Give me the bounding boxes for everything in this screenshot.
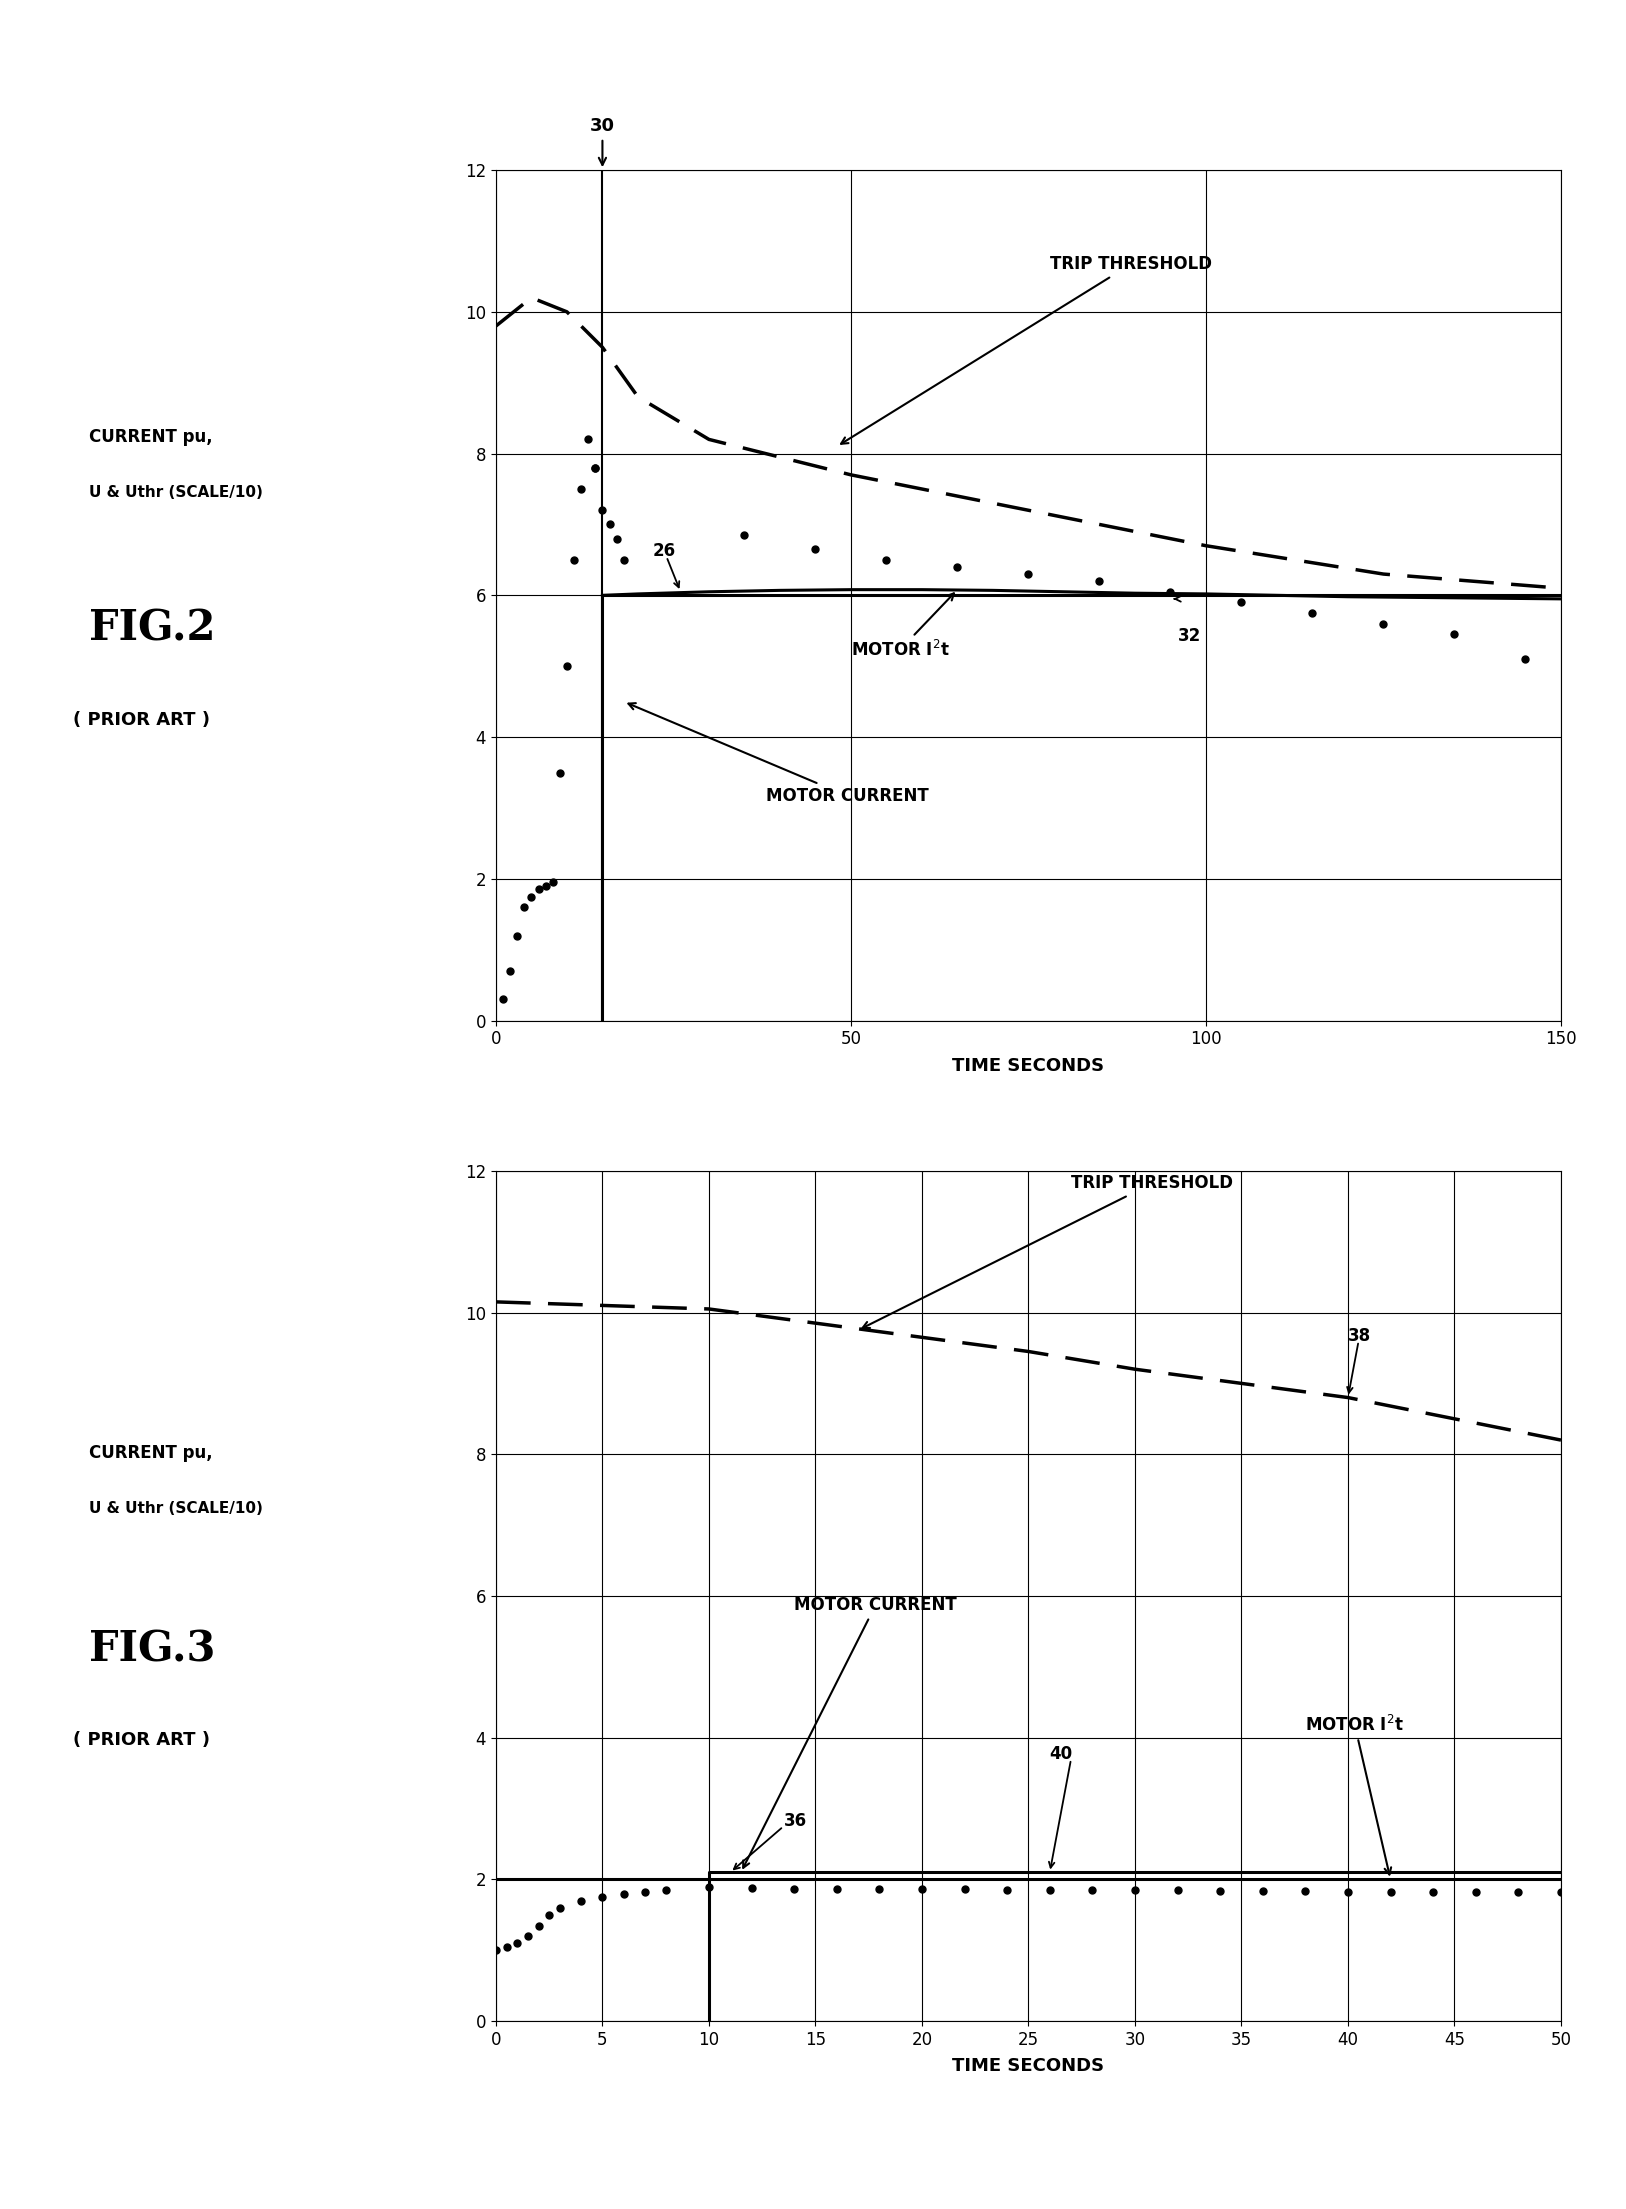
Text: MOTOR CURRENT: MOTOR CURRENT <box>743 1597 956 1869</box>
Text: CURRENT pu,: CURRENT pu, <box>89 1445 213 1462</box>
Text: MOTOR I$^2$t: MOTOR I$^2$t <box>1306 1714 1403 1875</box>
Text: 32: 32 <box>1177 627 1200 645</box>
Text: 30: 30 <box>590 117 615 166</box>
Text: 40: 40 <box>1050 1745 1073 1763</box>
Text: FIG.2: FIG.2 <box>89 607 216 649</box>
Text: ( PRIOR ART ): ( PRIOR ART ) <box>73 1732 210 1750</box>
Text: 26: 26 <box>652 543 675 561</box>
Text: MOTOR CURRENT: MOTOR CURRENT <box>628 702 928 804</box>
Text: U & Uthr (SCALE/10): U & Uthr (SCALE/10) <box>89 1502 263 1515</box>
X-axis label: TIME SECONDS: TIME SECONDS <box>953 1056 1104 1074</box>
X-axis label: TIME SECONDS: TIME SECONDS <box>953 2057 1104 2074</box>
Text: 38: 38 <box>1348 1328 1371 1345</box>
Text: TRIP THRESHOLD: TRIP THRESHOLD <box>863 1175 1233 1328</box>
Text: FIG.3: FIG.3 <box>89 1628 216 1670</box>
Text: TRIP THRESHOLD: TRIP THRESHOLD <box>841 256 1211 444</box>
Text: CURRENT pu,: CURRENT pu, <box>89 429 213 446</box>
Text: MOTOR I$^2$t: MOTOR I$^2$t <box>850 594 954 660</box>
Text: ( PRIOR ART ): ( PRIOR ART ) <box>73 711 210 729</box>
Text: U & Uthr (SCALE/10): U & Uthr (SCALE/10) <box>89 486 263 499</box>
Text: 36: 36 <box>784 1811 806 1831</box>
